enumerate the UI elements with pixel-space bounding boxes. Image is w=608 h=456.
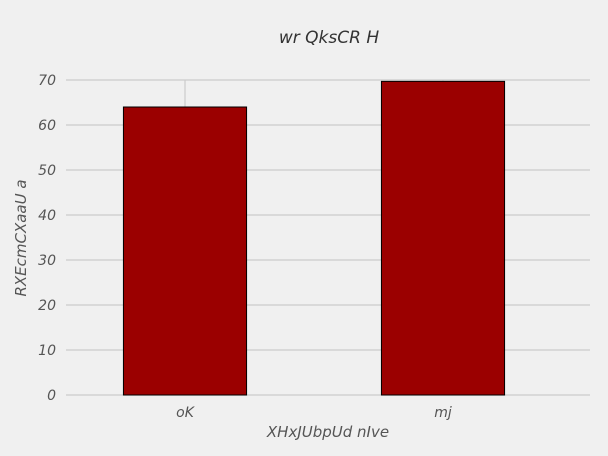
x-tick-label: mj: [434, 405, 452, 421]
bar-mj: [380, 80, 506, 396]
y-tick-label: 50: [38, 163, 56, 179]
x-tick-label: oK: [176, 405, 196, 421]
y-tick-label: 40: [38, 208, 56, 224]
bar-oK: [122, 106, 248, 396]
y-tick-label: 70: [38, 73, 56, 89]
y-tick-label: 0: [47, 388, 56, 404]
tick-layer: 0 10 20 30 40 50 60 70 oK mj: [38, 73, 452, 421]
y-tick-label: 60: [38, 118, 56, 134]
bar-layer: [122, 80, 506, 396]
y-tick-label: 20: [38, 298, 56, 314]
y-axis-label: RXEcmCXaaU a: [12, 179, 30, 296]
y-tick-label: 30: [38, 253, 56, 269]
x-axis-label: XHxJUbpUd nIve: [266, 423, 389, 441]
y-tick-label: 10: [38, 343, 56, 359]
chart-title: wr QksCR H: [279, 28, 379, 48]
